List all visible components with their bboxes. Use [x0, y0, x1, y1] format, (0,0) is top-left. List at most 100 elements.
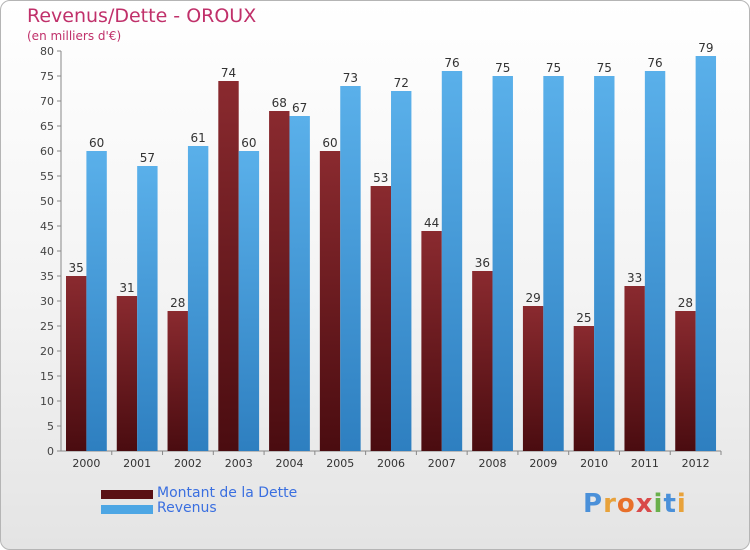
x-tick-label: 2007 [428, 457, 456, 470]
y-tick-label: 70 [40, 95, 54, 108]
x-tick-label: 2004 [275, 457, 303, 470]
bar-revenus [391, 91, 412, 451]
bar-dette [116, 296, 138, 451]
y-tick-label: 55 [40, 170, 54, 183]
bar-revenus [289, 116, 310, 451]
bar-dette [522, 306, 544, 451]
legend-swatch-revenus [101, 505, 153, 514]
x-tick-label: 2000 [72, 457, 100, 470]
x-tick-label: 2006 [377, 457, 405, 470]
data-label-revenus: 60 [89, 136, 104, 150]
y-tick-label: 20 [40, 345, 54, 358]
chart-subtitle: (en milliers d'€) [27, 29, 122, 43]
y-tick-label: 45 [40, 220, 54, 233]
bar-dette [269, 111, 290, 451]
bar-dette [573, 326, 595, 451]
data-label-dette: 60 [322, 136, 337, 150]
bar-revenus [441, 71, 463, 451]
y-tick-label: 75 [40, 70, 54, 83]
y-tick-label: 40 [40, 245, 54, 258]
chart-bars [66, 56, 717, 451]
y-tick-label: 15 [40, 370, 54, 383]
data-label-dette: 68 [272, 96, 287, 110]
bar-dette [319, 151, 341, 451]
data-label-revenus: 73 [343, 71, 358, 85]
logo-letter: o [616, 489, 636, 519]
bar-revenus [492, 76, 513, 451]
data-label-dette: 53 [373, 171, 388, 185]
data-label-revenus: 75 [495, 61, 510, 75]
logo-letter: r [603, 489, 617, 519]
chart-title: Revenus/Dette - OROUX [27, 5, 257, 27]
x-tick-label: 2005 [326, 457, 354, 470]
x-tick-label: 2011 [631, 457, 659, 470]
data-label-dette: 29 [525, 291, 540, 305]
data-label-dette: 74 [221, 66, 236, 80]
bar-revenus [644, 71, 666, 451]
bar-revenus [695, 56, 717, 451]
logo-letter: x [635, 489, 654, 519]
data-label-revenus: 61 [190, 131, 205, 145]
bar-dette [472, 271, 493, 451]
bar-revenus [543, 76, 564, 451]
proxiti-logo: Proxiti [583, 489, 687, 519]
bar-dette [167, 311, 188, 451]
data-label-dette: 33 [627, 271, 642, 285]
data-label-revenus: 75 [597, 61, 612, 75]
chart-data-labels: 35 60 31 57 28 61 74 60 68 67 60 73 53 72 44 76 36 75 29 75… [69, 41, 714, 325]
bar-dette [66, 276, 87, 451]
data-label-revenus: 60 [241, 136, 256, 150]
data-label-revenus: 72 [394, 76, 409, 90]
logo-letter: i [676, 489, 687, 519]
data-label-revenus: 67 [292, 101, 307, 115]
data-label-dette: 36 [475, 256, 490, 270]
legend-swatch-dette [101, 490, 153, 499]
data-label-revenus: 75 [546, 61, 561, 75]
y-tick-label: 80 [40, 45, 54, 58]
x-tick-label: 2001 [123, 457, 151, 470]
y-tick-label: 0 [47, 445, 54, 458]
y-tick-label: 25 [40, 320, 54, 333]
y-tick-label: 65 [40, 120, 54, 133]
data-label-revenus: 79 [698, 41, 713, 55]
bar-dette [675, 311, 696, 451]
data-label-dette: 31 [119, 281, 134, 295]
data-label-dette: 25 [576, 311, 591, 325]
data-label-revenus: 76 [647, 56, 662, 70]
x-tick-label: 2009 [529, 457, 557, 470]
bar-revenus [340, 86, 361, 451]
y-tick-label: 35 [40, 270, 54, 283]
y-tick-label: 5 [47, 420, 54, 433]
y-tick-label: 10 [40, 395, 54, 408]
bar-dette [624, 286, 645, 451]
bar-dette [370, 186, 392, 451]
data-label-dette: 35 [69, 261, 84, 275]
bar-revenus [137, 166, 158, 451]
bar-revenus [86, 151, 107, 451]
x-tick-label: 2002 [174, 457, 202, 470]
data-label-dette: 28 [678, 296, 693, 310]
x-tick-label: 2003 [225, 457, 253, 470]
legend-label-revenus: Revenus [157, 500, 217, 516]
bar-dette [421, 231, 442, 451]
y-tick-label: 50 [40, 195, 54, 208]
y-tick-label: 30 [40, 295, 54, 308]
data-label-revenus: 76 [444, 56, 459, 70]
legend-label-dette: Montant de la Dette [157, 485, 298, 501]
bar-revenus [187, 146, 209, 451]
data-label-dette: 44 [424, 216, 439, 230]
logo-letter: P [583, 489, 604, 519]
bar-dette [218, 81, 239, 451]
logo-letter: t [663, 489, 677, 519]
data-label-dette: 28 [170, 296, 185, 310]
x-tick-label: 2008 [479, 457, 507, 470]
x-tick-label: 2012 [682, 457, 710, 470]
data-label-revenus: 57 [140, 151, 155, 165]
bar-revenus [238, 151, 260, 451]
logo-letter: i [653, 489, 664, 519]
y-tick-label: 60 [40, 145, 54, 158]
x-tick-label: 2010 [580, 457, 608, 470]
bar-revenus [594, 76, 615, 451]
